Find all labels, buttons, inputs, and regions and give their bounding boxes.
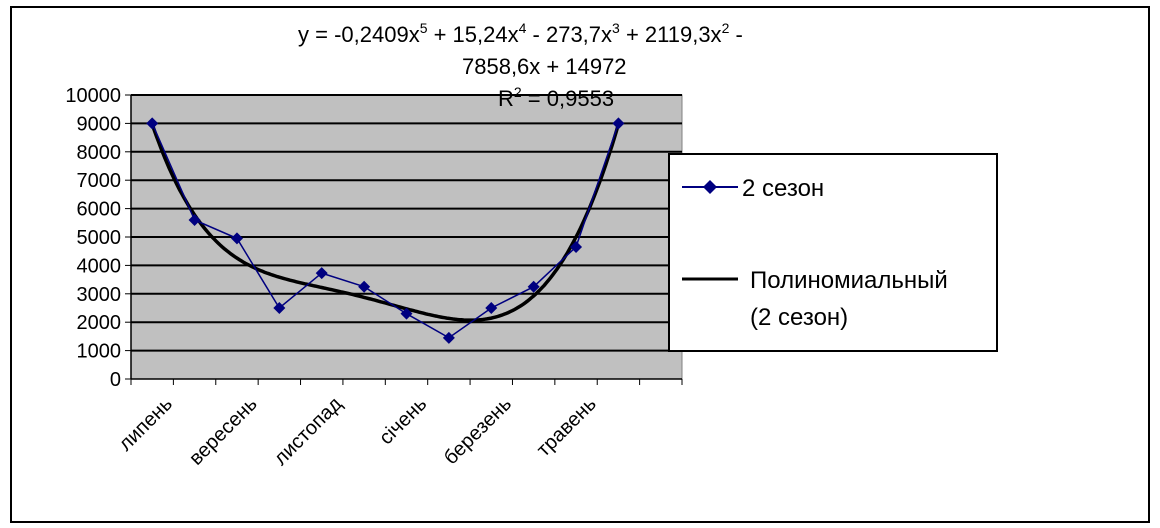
- data-point: [188, 213, 201, 226]
- data-point: [230, 232, 243, 245]
- y-tick-label: 1000: [77, 341, 122, 363]
- data-point: [442, 331, 455, 344]
- y-tick-label: 6000: [77, 199, 122, 221]
- legend-trendline-label-line2: (2 сезон): [750, 304, 848, 331]
- data-point: [315, 267, 328, 280]
- legend-trendline-label-line1: Полиномиальный: [750, 267, 948, 294]
- data-point: [146, 117, 159, 130]
- data-point: [358, 280, 371, 293]
- gridlines: [131, 94, 682, 352]
- y-tick-label: 4000: [77, 255, 122, 277]
- series-markers: [146, 117, 625, 344]
- series-line: [151, 123, 620, 339]
- trendline-equation: y = -0,2409x5 + 15,24x4 - 273,7x3 + 2119…: [298, 20, 743, 111]
- series-lines: [151, 123, 620, 339]
- y-tick-labels: 0 1000 2000 3000 4000 5000 6000 7000 8000 9000 100…: [65, 85, 121, 391]
- y-tick-label: 10000: [65, 85, 121, 107]
- data-point: [485, 302, 498, 314]
- data-point: [400, 307, 413, 320]
- y-tick-label: 5000: [77, 227, 122, 249]
- trendline: [150, 123, 621, 322]
- y-tick-label: 0: [110, 369, 121, 391]
- data-point: [527, 280, 540, 293]
- legend: 2 сезон Полиномиальный (2 сезон): [668, 153, 998, 352]
- y-tick-label: 3000: [77, 284, 122, 306]
- legend-series-marker: [703, 180, 717, 194]
- legend-series-label: 2 сезон: [742, 175, 824, 202]
- axes: [125, 94, 683, 385]
- data-point: [273, 302, 286, 314]
- equation-line-1: y = -0,2409x5 + 15,24x4 - 273,7x3 + 2119…: [298, 20, 743, 47]
- data-point: [612, 117, 625, 130]
- y-tick-label: 9000: [77, 113, 122, 135]
- trendline-curve: [150, 123, 621, 322]
- legend-trendline-label: Полиномиальный (2 сезон): [750, 267, 954, 331]
- data-point: [570, 240, 583, 253]
- y-tick-label: 7000: [77, 170, 122, 192]
- r-squared: R2 = 0,9553: [498, 84, 614, 111]
- y-tick-label: 8000: [77, 142, 122, 164]
- equation-line-2: 7858,6x + 14972: [462, 54, 627, 79]
- y-tick-label: 2000: [77, 312, 122, 334]
